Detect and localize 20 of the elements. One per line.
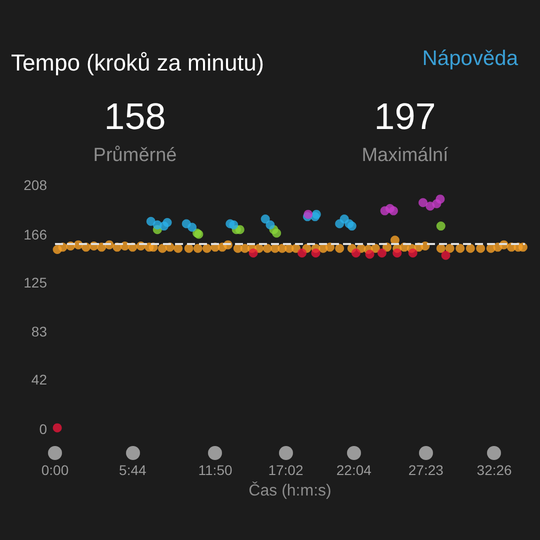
text: Maximální — [362, 145, 450, 166]
x-tick-label: 27:23 — [408, 462, 444, 478]
text: 158 — [104, 96, 166, 137]
text: Průměrné — [93, 145, 177, 166]
x-tick-label: 17:02 — [268, 462, 304, 478]
y-tick-label: 125 — [24, 274, 48, 290]
x-tick-label: 0:00 — [41, 462, 69, 478]
x-axis-title: Čas (h:m:s) — [248, 482, 332, 500]
y-tick-label: 166 — [24, 226, 48, 242]
x-tick-label: 32:26 — [476, 462, 512, 478]
y-tick-label: 0 — [39, 421, 48, 437]
text: Nápověda — [422, 47, 518, 70]
text: 197 — [374, 96, 436, 137]
y-tick-label: 42 — [31, 372, 48, 388]
x-tick-label: 11:50 — [198, 462, 232, 478]
y-tick-label: 208 — [24, 177, 48, 193]
chart-title: Tempo (kroků za minutu) — [11, 50, 264, 76]
x-tick-label: 22:04 — [336, 462, 372, 478]
y-tick-label: 83 — [31, 324, 48, 340]
x-tick-label: 5:44 — [119, 462, 146, 478]
